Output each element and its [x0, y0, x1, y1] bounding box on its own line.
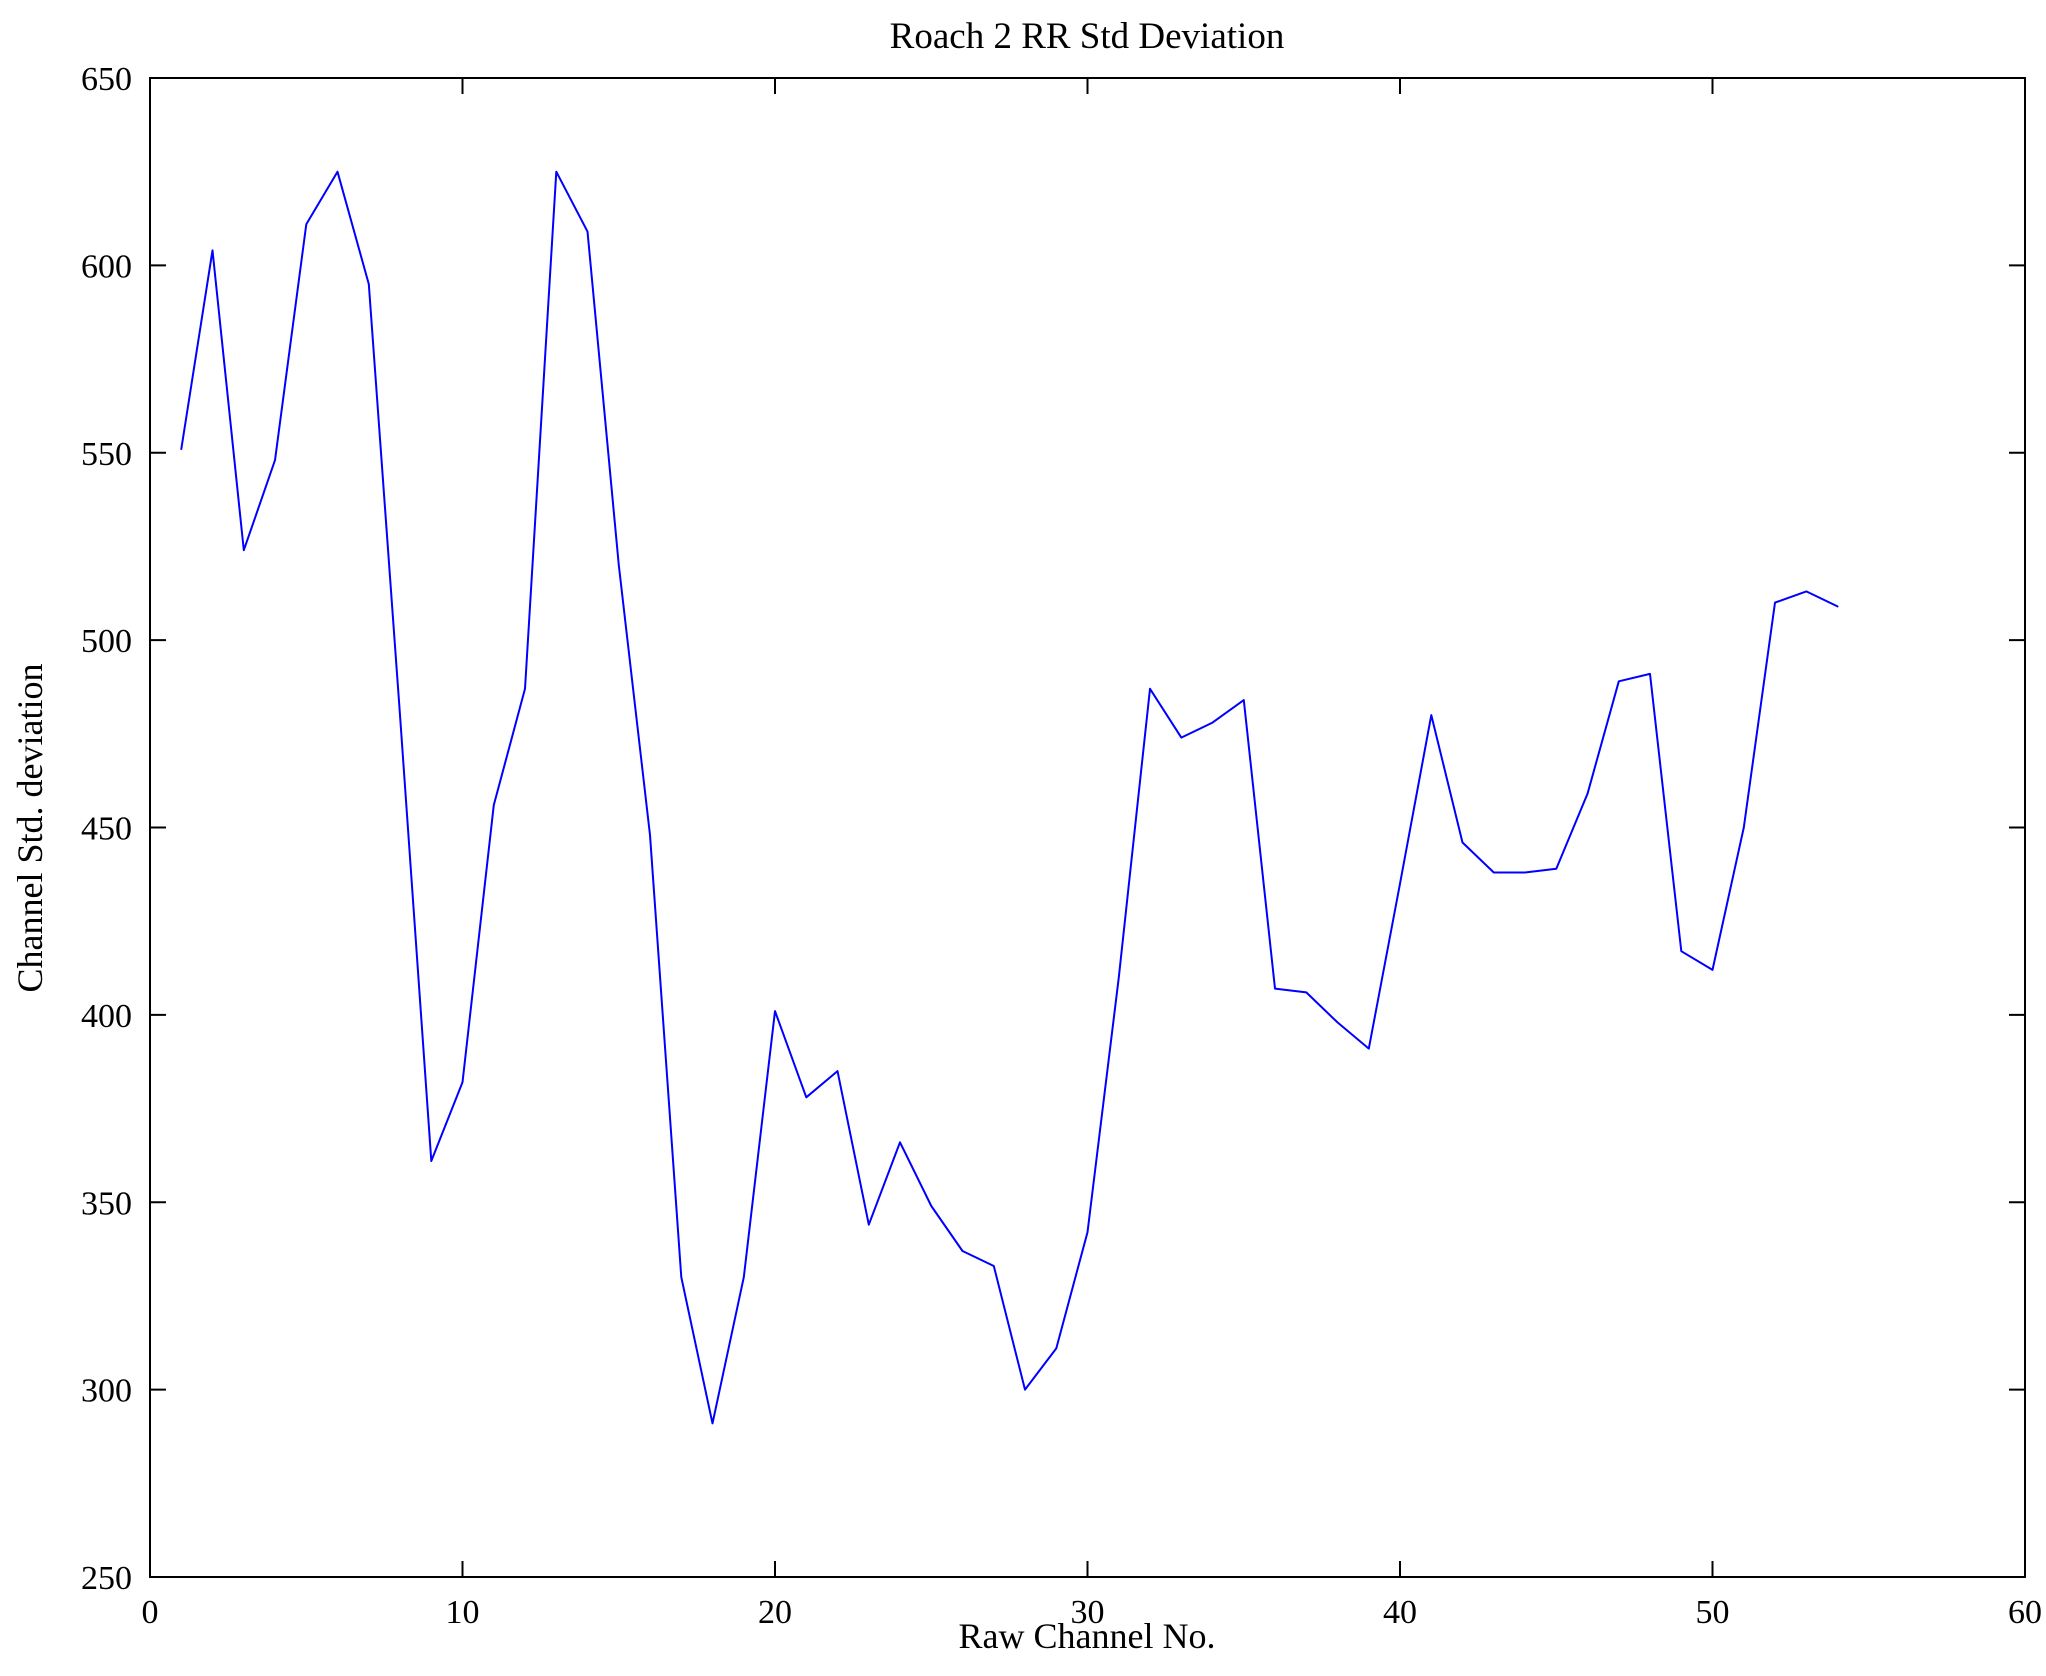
- x-tick-label: 50: [1696, 1594, 1730, 1631]
- y-tick-label: 600: [81, 248, 132, 285]
- y-tick-label: 400: [81, 998, 132, 1035]
- y-axis-label: Channel Std. deviation: [10, 664, 50, 993]
- x-tick-label: 20: [758, 1594, 792, 1631]
- x-tick-label: 30: [1071, 1594, 1105, 1631]
- chart-title: Roach 2 RR Std Deviation: [890, 16, 1285, 57]
- x-axis-label: Raw Channel No.: [959, 1616, 1216, 1656]
- data-line: [180, 170, 1839, 1425]
- y-tick-label: 250: [81, 1560, 132, 1597]
- y-tick-label: 450: [81, 811, 132, 848]
- y-tick-label: 300: [81, 1373, 132, 1410]
- y-tick-label: 500: [81, 623, 132, 660]
- plot-area: 0 10 20 30 40 50 60 250 300 350 400 450 500 550 600 650: [81, 61, 2042, 1631]
- x-tick-label: 0: [142, 1594, 159, 1631]
- x-tick-label: 40: [1383, 1594, 1417, 1631]
- data-series-layer: [180, 170, 1839, 1425]
- x-tick-label: 60: [2008, 1594, 2042, 1631]
- y-tick-label: 550: [81, 436, 132, 473]
- y-tick-label: 650: [81, 61, 132, 98]
- y-tick-label: 350: [81, 1185, 132, 1222]
- x-tick-label: 10: [446, 1594, 480, 1631]
